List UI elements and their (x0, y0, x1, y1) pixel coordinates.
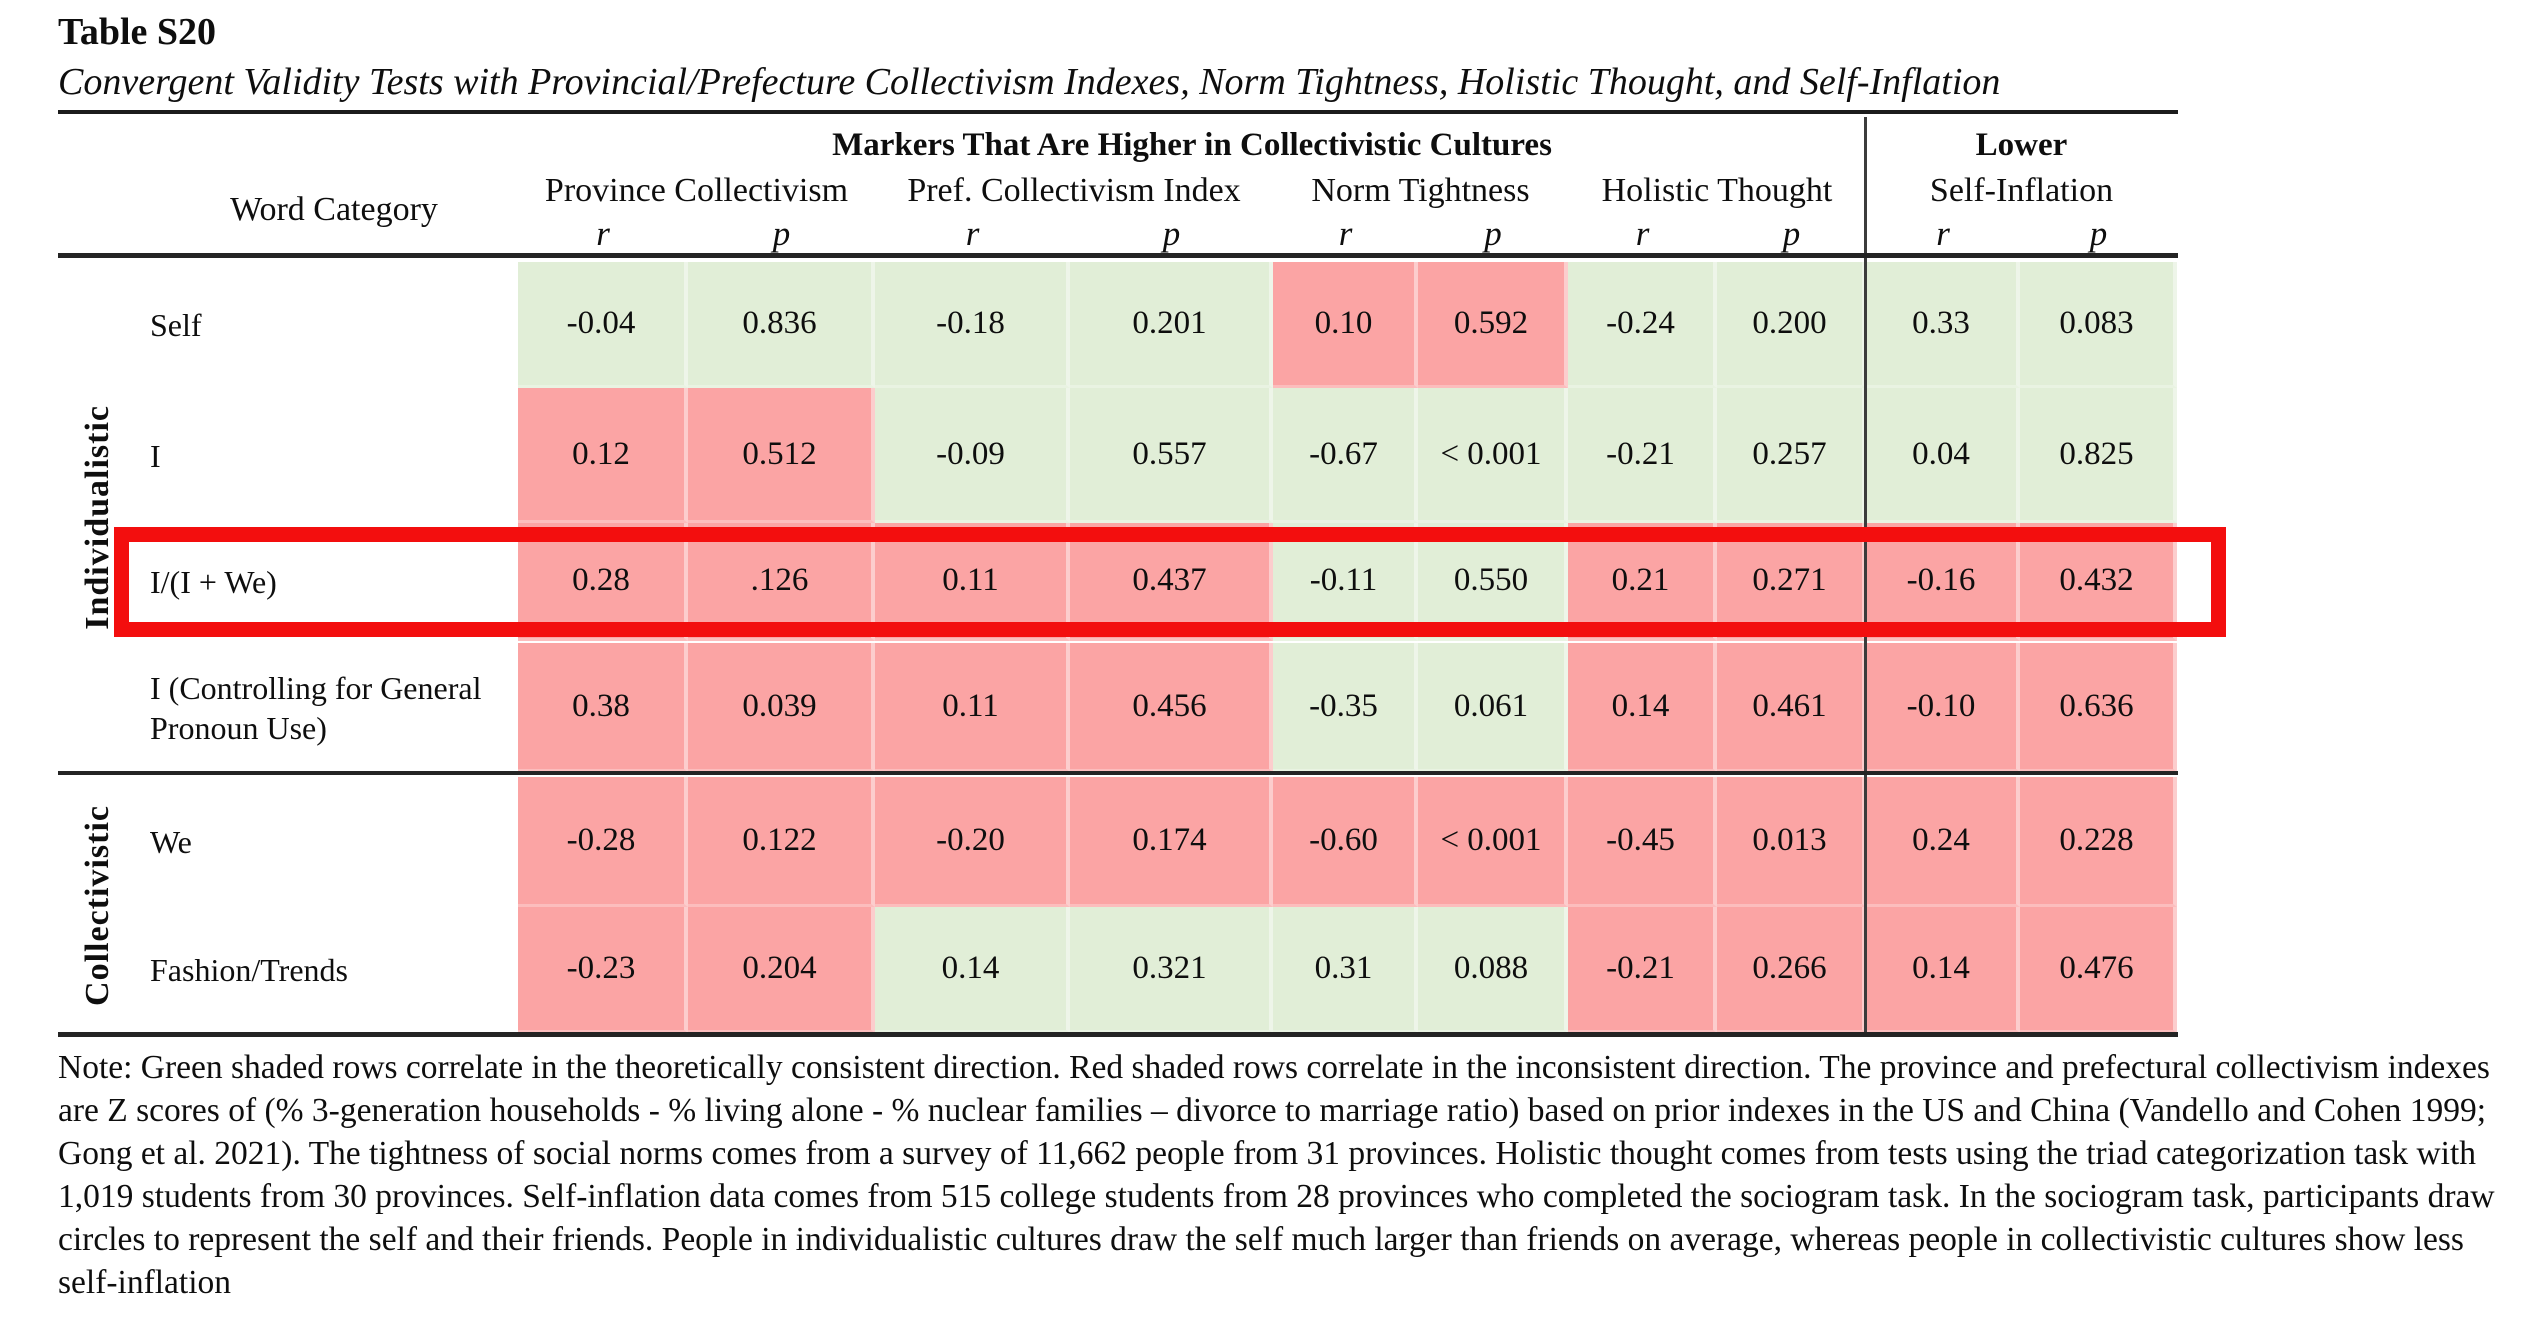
value-cell: 0.432 (2020, 523, 2177, 641)
row-group-label-text: Collectivistic (79, 804, 116, 1006)
value-cell: -0.24 (1568, 262, 1717, 388)
value-cell: 0.200 (1717, 262, 1866, 388)
value-cell: 0.14 (1568, 643, 1717, 772)
row-label: Self (150, 307, 202, 343)
value-cell: 0.013 (1717, 777, 1866, 907)
value-cell: 0.31 (1273, 907, 1418, 1033)
column-header-p: p (1782, 214, 1801, 253)
value-cell: 0.228 (2020, 777, 2177, 907)
highlight-rectangle (114, 527, 2226, 637)
value-cell: -0.10 (1866, 643, 2020, 772)
value-cell: 0.24 (1866, 777, 2020, 907)
value-cell: 0.550 (1418, 523, 1568, 641)
column-header-measure: Self-Inflation (1929, 172, 2114, 209)
value-cell: 0.257 (1717, 388, 1866, 523)
header-rule (58, 253, 2178, 258)
column-header-r: r (1338, 214, 1353, 253)
header-lower: Lower (1975, 126, 2068, 163)
bottom-rule (58, 1032, 2178, 1037)
value-cell: -0.21 (1568, 907, 1717, 1033)
column-header-r: r (596, 214, 610, 253)
value-cell: 0.266 (1717, 907, 1866, 1033)
column-header-r: r (965, 214, 980, 253)
header-word-category: Word Category (230, 191, 438, 228)
self-inflation-divider-line (1864, 117, 1867, 1035)
value-cell: 0.476 (2020, 907, 2177, 1033)
column-header-r: r (1936, 214, 1950, 253)
value-cell: 0.636 (2020, 643, 2177, 772)
value-cell: 0.825 (2020, 388, 2177, 523)
value-cell: 0.083 (2020, 262, 2177, 388)
column-header-r: r (1635, 214, 1650, 253)
value-cell: 0.11 (875, 643, 1070, 772)
column-header-measure: Norm Tightness (1311, 172, 1530, 209)
value-cell: 0.21 (1568, 523, 1717, 641)
value-cell: -0.20 (875, 777, 1070, 907)
value-cell: -0.60 (1273, 777, 1418, 907)
value-cell: 0.557 (1070, 388, 1273, 523)
column-header-p: p (772, 214, 791, 253)
row-group-label-text: Individualistic (79, 404, 116, 630)
value-cell: 0.12 (518, 388, 688, 523)
value-cell: < 0.001 (1418, 388, 1568, 523)
value-cell: 0.836 (688, 262, 875, 388)
value-cell: 0.14 (875, 907, 1070, 1033)
value-cell: 0.204 (688, 907, 875, 1033)
value-cell: -0.35 (1273, 643, 1418, 772)
value-cell: 0.061 (1418, 643, 1568, 772)
value-cell: -0.16 (1866, 523, 2020, 641)
value-cell: 0.14 (1866, 907, 2020, 1033)
row-label: I (Controlling for General Pronoun Use) (150, 669, 482, 746)
column-header-measure: Province Collectivism (544, 172, 849, 209)
value-cell: 0.271 (1717, 523, 1866, 641)
value-cell: -0.09 (875, 388, 1070, 523)
column-header-p: p (1162, 214, 1181, 253)
value-cell: -0.21 (1568, 388, 1717, 523)
row-label: Fashion/Trends (150, 952, 348, 988)
value-cell: .126 (688, 523, 875, 641)
value-cell: 0.461 (1717, 643, 1866, 772)
table-number: Table S20 (58, 11, 217, 53)
value-cell: 0.039 (688, 643, 875, 772)
value-cell: 0.174 (1070, 777, 1273, 907)
value-cell: -0.11 (1273, 523, 1418, 641)
column-header-p: p (2089, 214, 2108, 253)
column-header-p: p (1484, 214, 1502, 253)
value-cell: 0.04 (1866, 388, 2020, 523)
value-cell: 0.38 (518, 643, 688, 772)
table-note: Note: Green shaded rows correlate in the… (58, 1049, 2495, 1301)
value-cell: -0.67 (1273, 388, 1418, 523)
value-cell: 0.11 (875, 523, 1070, 641)
value-cell: -0.28 (518, 777, 688, 907)
value-cell: 0.321 (1070, 907, 1273, 1033)
column-header-measure: Holistic Thought (1601, 172, 1833, 209)
row-group-label: Collectivistic (70, 777, 126, 1033)
row-group-label: Individualistic (70, 262, 126, 772)
value-cell: -0.18 (875, 262, 1070, 388)
row-label: I/(I + We) (150, 564, 277, 600)
table-title: Convergent Validity Tests with Provincia… (58, 60, 2178, 114)
value-cell: -0.45 (1568, 777, 1717, 907)
value-cell: 0.33 (1866, 262, 2020, 388)
column-header-measure: Pref. Collectivism Index (907, 172, 1241, 209)
value-cell: 0.10 (1273, 262, 1418, 388)
value-cell: -0.23 (518, 907, 688, 1033)
value-cell: 0.122 (688, 777, 875, 907)
row-label: I (150, 437, 161, 474)
value-cell: -0.04 (518, 262, 688, 388)
value-cell: 0.28 (518, 523, 688, 641)
value-cell: < 0.001 (1418, 777, 1568, 907)
value-cell: 0.456 (1070, 643, 1273, 772)
value-cell: 0.201 (1070, 262, 1273, 388)
value-cell: 0.592 (1418, 262, 1568, 388)
value-cell: 0.088 (1418, 907, 1568, 1033)
header-markers-higher: Markers That Are Higher in Collectivisti… (832, 126, 1552, 163)
value-cell: 0.437 (1070, 523, 1273, 641)
row-label: We (150, 824, 192, 860)
value-cell: 0.512 (688, 388, 875, 523)
group-divider-rule (58, 771, 2178, 775)
